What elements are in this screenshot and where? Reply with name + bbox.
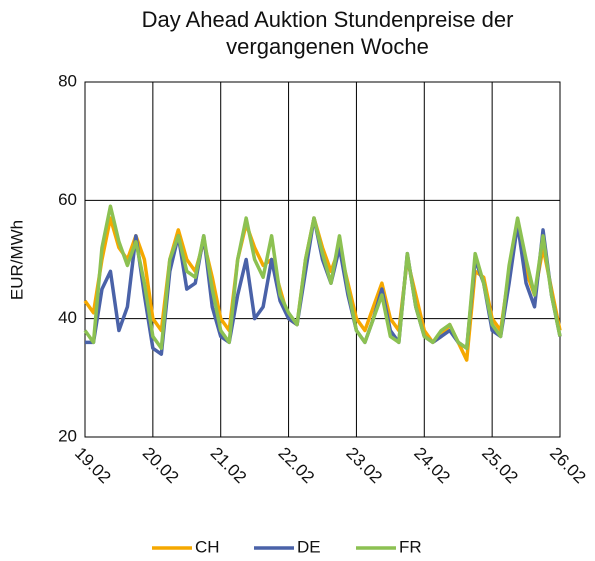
legend-label: CH [195, 537, 220, 556]
x-tick-label: 24.02 [410, 444, 454, 488]
x-tick-label: 19.02 [71, 444, 115, 488]
legend-label: FR [399, 537, 422, 556]
x-tick-label: 25.02 [478, 444, 522, 488]
x-tick-label: 23.02 [342, 444, 386, 488]
x-tick-label: 21.02 [207, 444, 251, 488]
y-tick-label: 20 [58, 426, 77, 445]
legend-label: DE [297, 537, 321, 556]
line-series [85, 216, 562, 356]
y-tick-label: 40 [58, 308, 77, 327]
y-axis-label: EUR/MWh [7, 220, 26, 300]
line-series [83, 204, 562, 350]
plot-border [84, 81, 561, 438]
y-tick-label: 80 [58, 71, 77, 90]
x-tick-label: 26.02 [546, 444, 590, 488]
x-tick-label: 20.02 [139, 444, 183, 488]
chart-title: Day Ahead Auktion Stundenpreise der verg… [141, 7, 514, 59]
x-tick-label: 22.02 [275, 444, 319, 488]
y-tick-label: 60 [58, 190, 77, 209]
